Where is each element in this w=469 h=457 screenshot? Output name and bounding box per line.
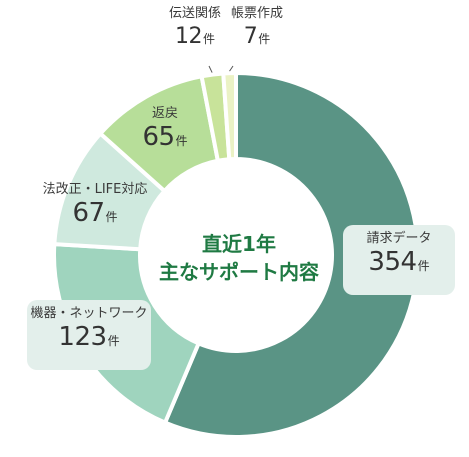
leader-line-chohyo — [229, 65, 234, 72]
label-unit: 件 — [258, 32, 271, 46]
label-unit: 件 — [202, 32, 215, 46]
label-densou: 伝送関係 12件 — [160, 6, 230, 54]
label-value: 12 — [174, 24, 203, 49]
label-henrei: 返戻 65件 — [120, 106, 210, 156]
label-chohyo: 帳票作成 7件 — [222, 6, 292, 54]
label-unit: 件 — [417, 259, 430, 273]
label-value: 7 — [243, 24, 258, 49]
label-name: 帳票作成 — [230, 6, 283, 21]
label-value: 67 — [72, 198, 105, 228]
label-seikyu-data: 請求データ 354件 — [343, 231, 455, 281]
label-kiki-network: 機器・ネットワーク 123件 — [27, 306, 151, 356]
label-value: 65 — [142, 122, 175, 152]
label-box-kiki — [27, 300, 151, 370]
label-hokaisei-life: 法改正・LIFE対応 67件 — [30, 182, 160, 232]
slice-chohyo — [221, 70, 238, 162]
label-value: 354 — [368, 247, 417, 277]
label-name: 返戻 — [151, 106, 178, 121]
label-name: 機器・ネットワーク — [30, 306, 148, 321]
center-title-line-1: 直近1年 — [202, 232, 276, 256]
slice-seikyu-data — [162, 70, 420, 439]
label-name: 法改正・LIFE対応 — [42, 182, 148, 197]
center-title: 直近1年 主なサポート内容 — [159, 230, 319, 286]
leader-line-densou — [208, 65, 213, 73]
label-unit: 件 — [105, 210, 118, 224]
label-name: 請求データ — [366, 231, 432, 246]
center-title-line-2: 主なサポート内容 — [159, 260, 319, 284]
label-name: 伝送関係 — [168, 6, 221, 21]
label-unit: 件 — [175, 134, 188, 148]
label-value: 123 — [58, 322, 107, 352]
label-unit: 件 — [107, 334, 120, 348]
label-box-seikyu — [343, 225, 455, 295]
